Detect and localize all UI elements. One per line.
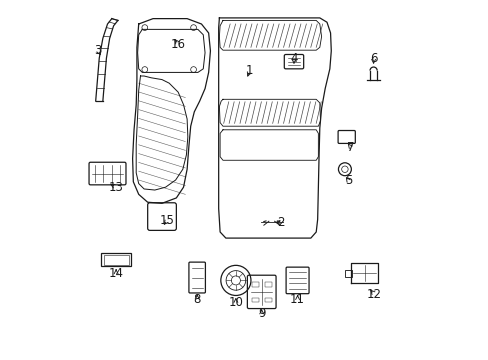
Text: 12: 12 [366, 288, 381, 301]
Text: 16: 16 [171, 38, 185, 51]
Text: 2: 2 [277, 216, 284, 229]
Text: 10: 10 [228, 296, 243, 309]
Text: 14: 14 [108, 267, 123, 280]
Text: 6: 6 [369, 52, 377, 65]
Text: 8: 8 [193, 293, 201, 306]
Text: 1: 1 [245, 64, 253, 77]
Bar [344, 270, 351, 277]
Bar [101, 253, 131, 266]
Text: 15: 15 [160, 214, 175, 227]
Text: 4: 4 [290, 51, 297, 64]
Bar [251, 298, 258, 302]
Text: 3: 3 [94, 44, 102, 57]
Text: 13: 13 [108, 181, 123, 194]
Text: 9: 9 [258, 307, 265, 320]
Bar [103, 255, 128, 265]
Bar [264, 282, 271, 287]
Text: 11: 11 [289, 293, 305, 306]
Bar [251, 282, 258, 287]
Bar [264, 298, 271, 302]
Text: 5: 5 [344, 174, 351, 187]
Text: 7: 7 [346, 140, 354, 153]
